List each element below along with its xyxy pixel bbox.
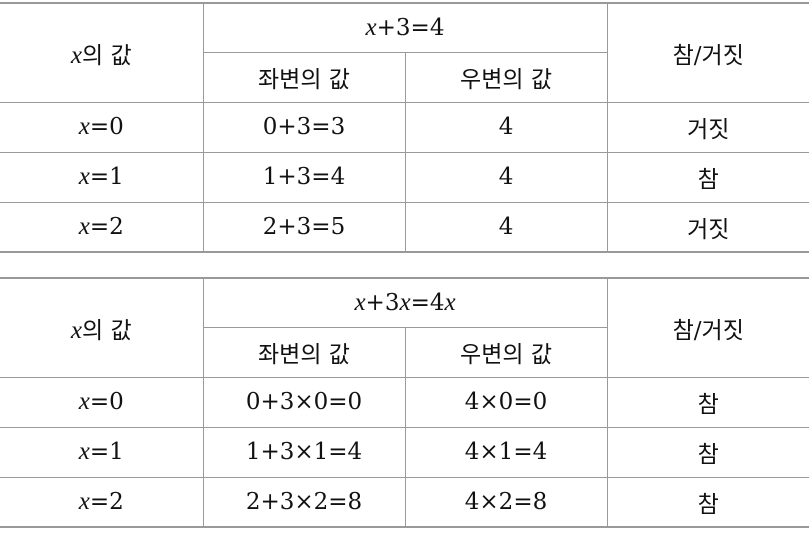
cell-left: 2+3×2=8 [202,476,406,528]
cell-left: 0+3=3 [202,101,406,153]
cell-left: 0+3×0=0 [202,376,406,428]
cell-x: x=1 [0,151,204,203]
cell-x: x=0 [0,101,204,153]
cell-x: x=1 [0,426,204,478]
cell-result: 참 [606,426,809,478]
header-true-false: 참/거짓 [606,2,809,103]
cell-x: x=2 [0,201,204,253]
cell-x: x=2 [0,476,204,528]
table-row: x=2 2+3×2=8 4×2=8 참 [0,476,809,528]
header-right-side: 우변의 값 [404,326,608,378]
header-left-side: 좌변의 값 [203,326,406,378]
cell-right: 4×2=8 [404,476,608,528]
table-row: x=0 0+3=3 4 거짓 [0,101,809,153]
cell-result: 참 [606,476,809,528]
cell-result: 거짓 [606,201,809,253]
cell-right: 4 [404,101,608,153]
cell-left: 1+3×1=4 [202,426,406,478]
equation-table-2: x의 값 x+3x=4x 참/거짓 좌변의 값 우변의 값 x=0 0+3×0=… [0,277,809,528]
cell-result: 참 [606,151,809,203]
table-row: x=1 1+3×1=4 4×1=4 참 [0,426,809,478]
header-equation: x+3=4 [202,2,608,53]
cell-right: 4×0=0 [404,376,608,428]
cell-result: 거짓 [606,101,809,153]
cell-right: 4 [404,151,608,203]
header-x-value: x의 값 [0,2,204,103]
cell-left: 1+3=4 [202,151,406,203]
header-right-side: 우변의 값 [404,51,608,103]
table-row: x=2 2+3=5 4 거짓 [0,201,809,253]
header-x-value: x의 값 [0,277,204,378]
equation-table-1: x의 값 x+3=4 참/거짓 좌변의 값 우변의 값 x=0 0+3=3 4 … [0,2,809,253]
cell-left: 2+3=5 [202,201,406,253]
cell-x: x=0 [0,376,204,428]
cell-right: 4×1=4 [404,426,608,478]
header-equation: x+3x=4x [202,277,608,328]
cell-right: 4 [404,201,608,253]
header-left-side: 좌변의 값 [203,51,406,103]
table-row: x=0 0+3×0=0 4×0=0 참 [0,376,809,428]
table-row: x=1 1+3=4 4 참 [0,151,809,203]
cell-result: 참 [606,376,809,428]
header-true-false: 참/거짓 [606,277,809,378]
